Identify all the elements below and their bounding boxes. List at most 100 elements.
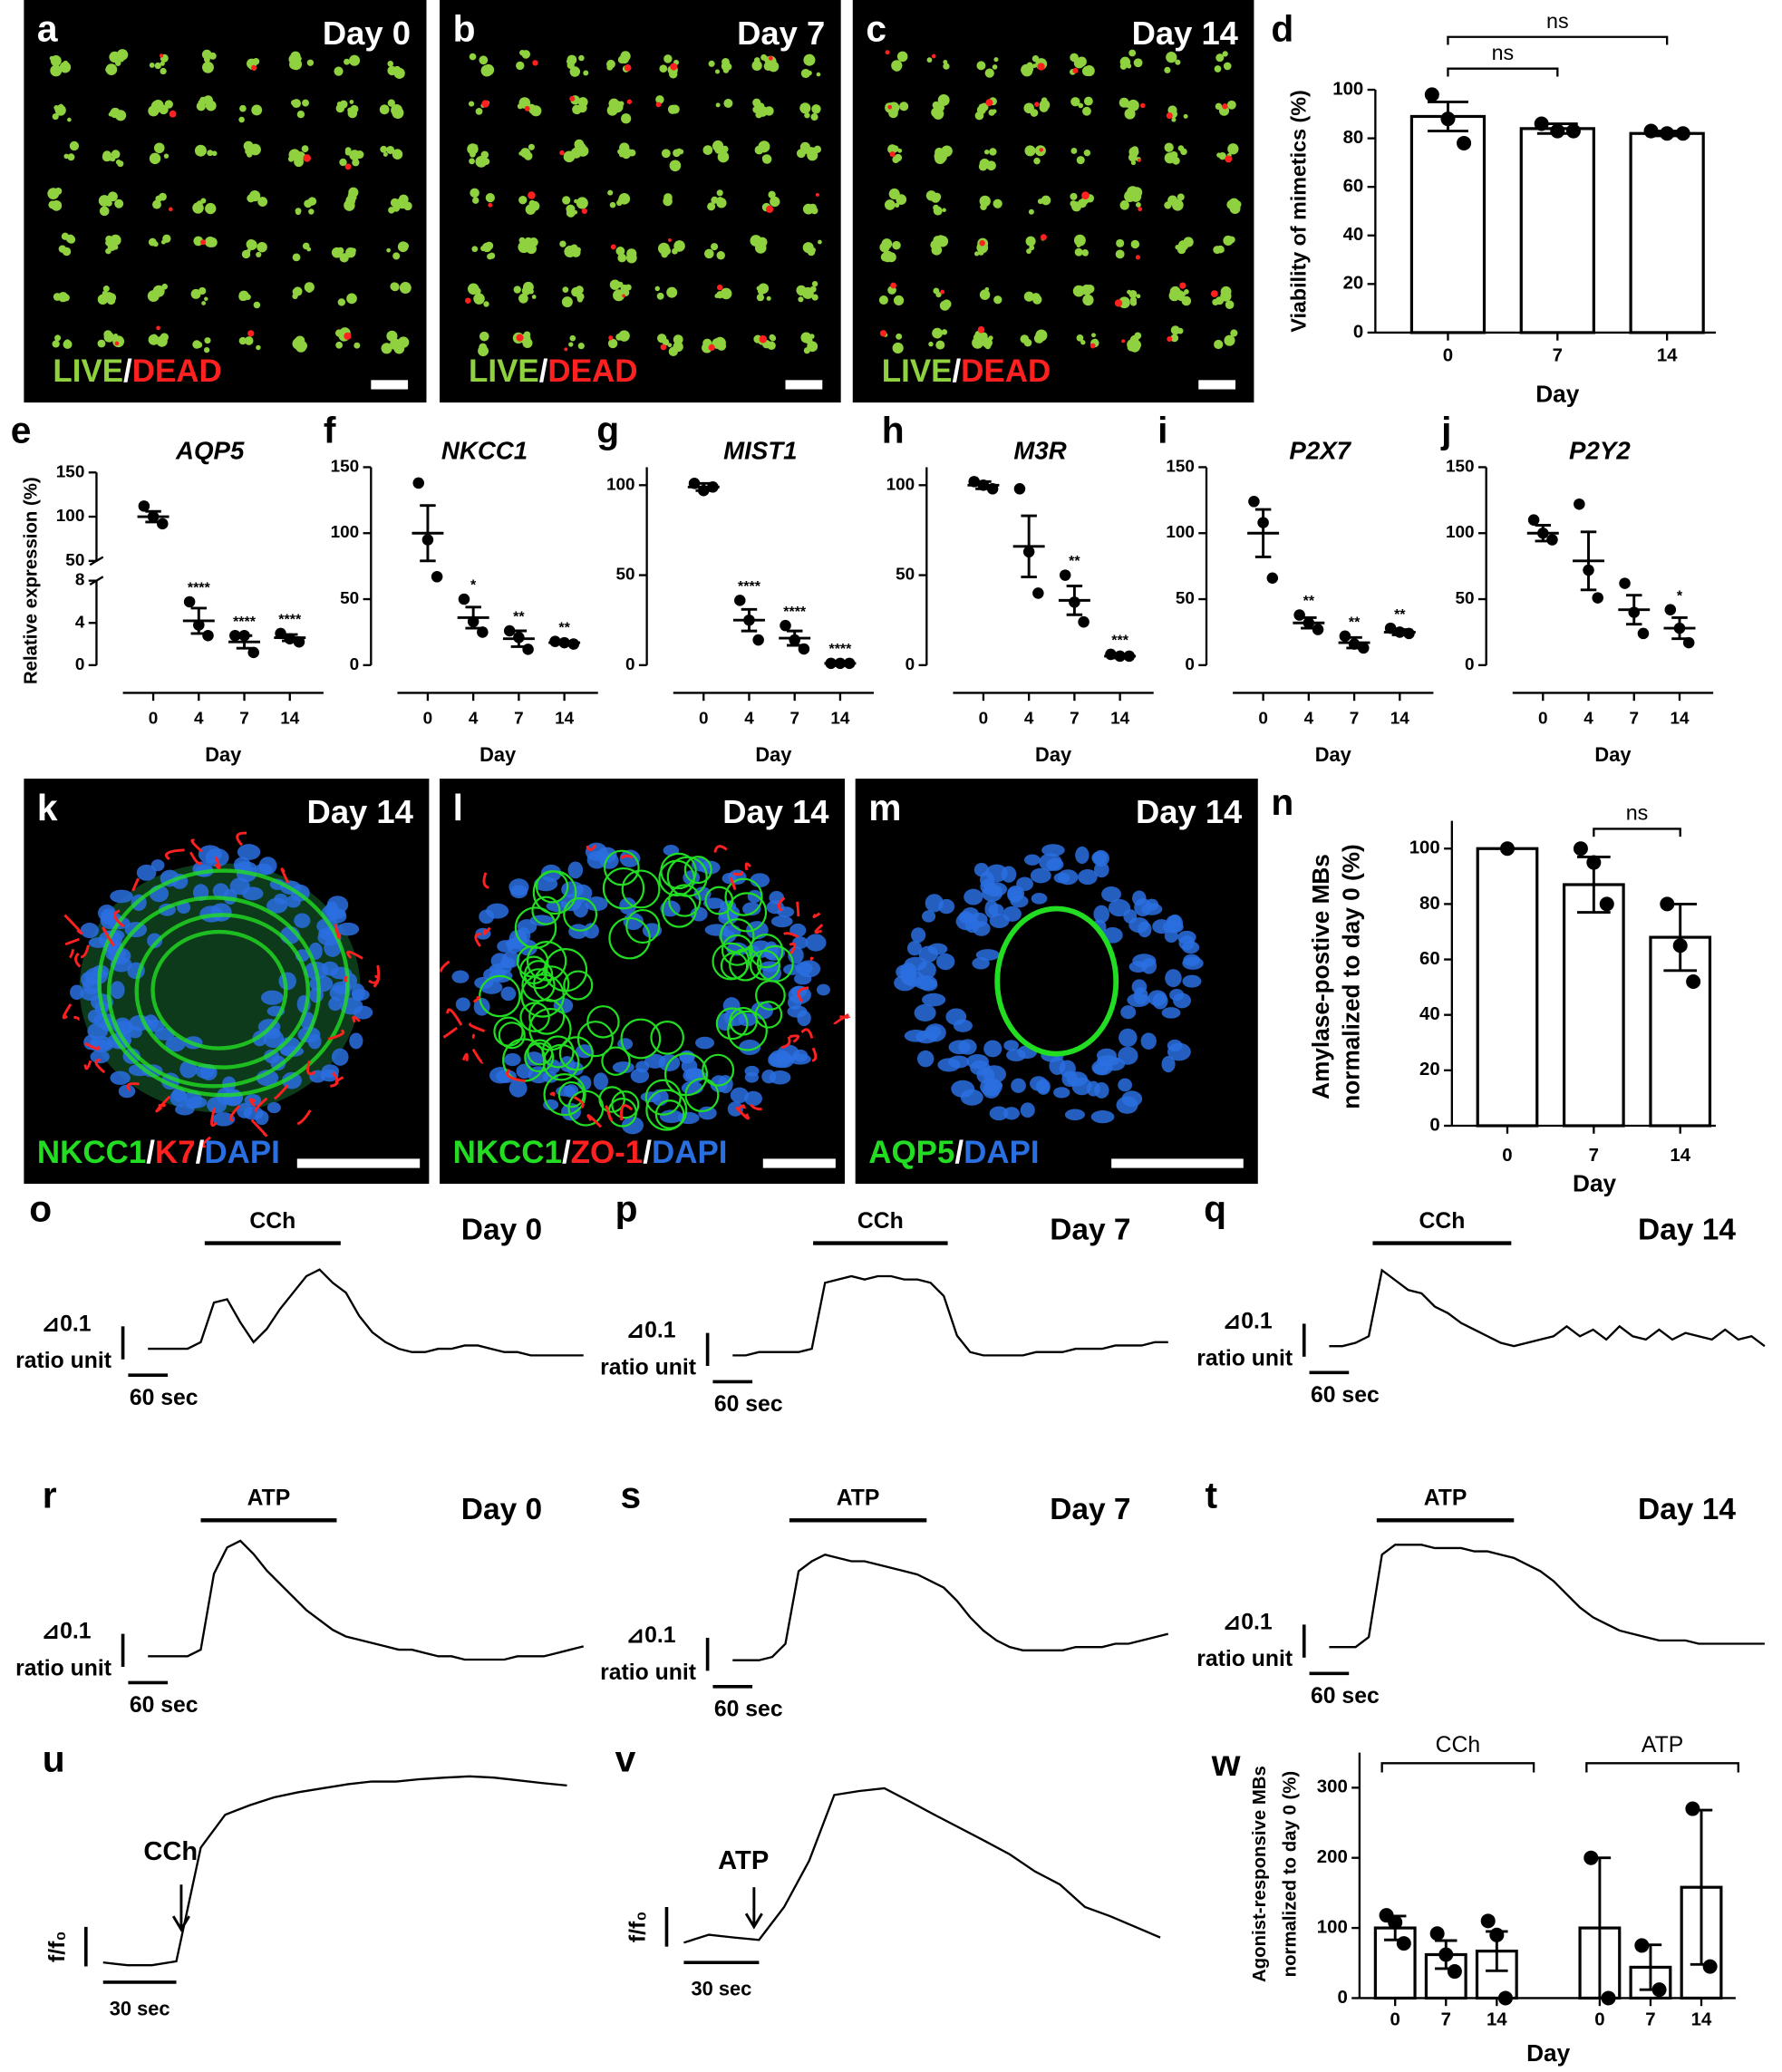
live-cell	[993, 57, 999, 63]
live-cell	[932, 327, 943, 339]
live-cell	[663, 193, 673, 202]
data-point	[986, 483, 999, 495]
keratin	[573, 1095, 585, 1109]
nucleus	[243, 1106, 264, 1120]
live-cell	[764, 106, 774, 116]
nucleus	[533, 876, 558, 892]
live-cell	[761, 154, 770, 162]
dead-cell	[1210, 290, 1218, 298]
live-cell	[667, 104, 678, 114]
data-point	[513, 632, 525, 644]
data-point	[1069, 596, 1080, 608]
stain-part: K7	[155, 1135, 196, 1170]
live-cell	[105, 247, 111, 255]
x-tick-label: 0	[1258, 710, 1268, 729]
scale-label-y: f/f₀	[45, 1931, 70, 1962]
live-cell	[1080, 340, 1086, 345]
data-point	[1447, 1964, 1462, 1980]
dead-cell	[759, 334, 768, 344]
nucleus	[681, 1081, 703, 1095]
live-cell	[202, 61, 214, 73]
data-point	[977, 479, 990, 491]
live-cell	[349, 54, 361, 66]
x-tick-label: 14	[1390, 710, 1410, 729]
nucleus	[524, 1051, 544, 1066]
keratin	[814, 924, 824, 934]
dead-cell	[1114, 299, 1123, 307]
nucleus	[1036, 1080, 1051, 1095]
live-cell	[1229, 203, 1241, 214]
live-cell	[1180, 148, 1187, 156]
live-cell	[663, 54, 673, 63]
x-axis-label: Day	[1315, 743, 1352, 766]
live-cell	[337, 298, 346, 306]
stain-part: /	[643, 1135, 652, 1170]
data-point	[431, 571, 443, 583]
nucleus	[1041, 844, 1065, 857]
live-cell	[489, 252, 496, 259]
live-cell	[1130, 299, 1138, 306]
nucleus	[1152, 919, 1172, 934]
keratin	[744, 862, 751, 871]
data-point	[421, 534, 434, 546]
y-tick-label: 150	[1166, 457, 1195, 476]
live-cell	[806, 247, 812, 254]
keratin	[63, 914, 83, 935]
keratin	[442, 1026, 458, 1039]
data-point	[1032, 587, 1044, 599]
significance-label: ***	[1111, 634, 1128, 649]
nucleus	[237, 844, 261, 860]
keratin	[102, 926, 115, 947]
dead-cell	[885, 50, 890, 55]
membrane	[150, 929, 288, 1051]
data-point	[1643, 123, 1659, 139]
membrane	[650, 1021, 684, 1055]
data-point	[1673, 622, 1686, 634]
significance-label: **	[1394, 607, 1406, 623]
live-cell	[292, 253, 301, 262]
y-tick-label: 100	[1332, 79, 1363, 99]
nucleus	[1183, 954, 1200, 966]
lumen	[994, 905, 1119, 1057]
live-cell	[618, 101, 625, 107]
data-point	[1266, 572, 1279, 585]
y-axis-label: Agonist-responsive MBs	[1250, 1766, 1270, 1982]
live-cell	[1164, 66, 1171, 73]
keratin	[471, 1033, 476, 1040]
dead-cell	[251, 64, 257, 71]
stain-part: /	[562, 1135, 571, 1170]
live-cell	[475, 155, 488, 168]
live-cell	[807, 70, 812, 76]
day-label: Day 14	[1638, 1213, 1736, 1246]
dead-cell	[581, 208, 587, 215]
live-cell	[58, 245, 67, 253]
nucleus	[266, 897, 288, 914]
nucleus	[761, 1070, 777, 1084]
live-cell	[926, 57, 933, 63]
x-tick-label: 7	[1070, 710, 1080, 729]
live-cell	[1083, 107, 1090, 113]
data-point	[1388, 1914, 1403, 1930]
membrane	[644, 1079, 682, 1116]
live-cell	[1135, 201, 1141, 208]
live-cell	[526, 243, 537, 255]
keratin	[472, 995, 481, 1003]
live-cell	[1070, 148, 1078, 154]
nucleus	[517, 919, 538, 934]
nucleus	[567, 861, 584, 879]
live-cell	[190, 288, 201, 299]
live-cell	[941, 329, 948, 335]
live-cell	[1074, 247, 1083, 257]
nucleus	[307, 1033, 322, 1050]
nucleus	[750, 873, 770, 888]
live-cell	[67, 153, 75, 161]
x-tick-label: 0	[149, 710, 159, 729]
y-tick-label: 100	[1317, 1917, 1348, 1937]
dead-cell	[488, 202, 493, 208]
nucleus	[150, 859, 165, 872]
nucleus	[1059, 1060, 1076, 1078]
live-cell	[942, 208, 946, 212]
membrane	[720, 918, 755, 954]
x-tick-label: 0	[1594, 2010, 1604, 2030]
y-tick-label: 150	[1446, 457, 1475, 476]
